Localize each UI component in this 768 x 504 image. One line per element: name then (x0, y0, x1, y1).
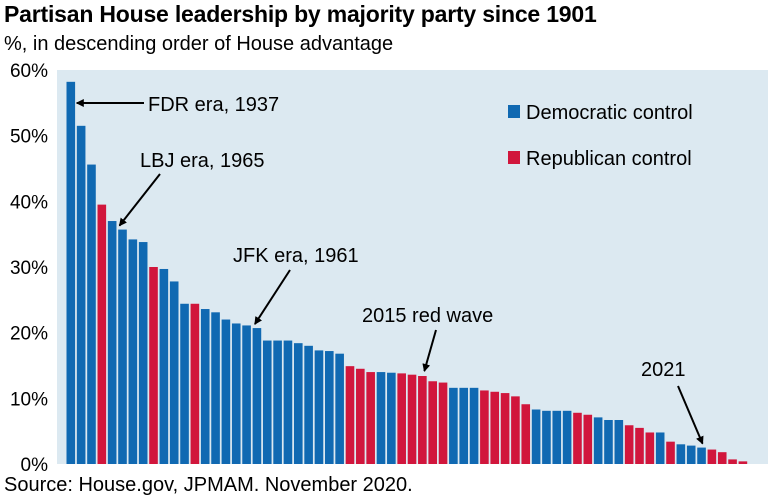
bar-democratic-control (376, 372, 386, 464)
bar-republican-control (728, 459, 737, 464)
bar-republican-control (345, 366, 355, 464)
bar-democratic-control (325, 351, 334, 464)
bar-democratic-control (304, 345, 313, 464)
bar-democratic-control (180, 303, 189, 464)
bar-republican-control (635, 427, 644, 464)
bar-democratic-control (449, 387, 458, 464)
bar-democratic-control (128, 239, 138, 464)
y-tick-label: 40% (10, 192, 48, 213)
y-axis: 0% 10% 20% 30% 40% 50% 60% (10, 61, 48, 476)
bar-republican-control (397, 373, 406, 464)
bar-republican-control (190, 303, 200, 464)
annotation-arrow (677, 385, 704, 445)
bar-democratic-control (107, 221, 117, 464)
bar-republican-control (366, 372, 375, 464)
bar-republican-control (521, 404, 531, 464)
bar-democratic-control (314, 350, 324, 464)
annotation-arrow (118, 173, 161, 227)
bar-republican-control (645, 432, 655, 464)
bar-democratic-control (76, 125, 86, 464)
bar-republican-control (480, 390, 489, 464)
y-tick-label: 0% (21, 455, 49, 476)
annotation-arrow (254, 269, 291, 325)
bar-democratic-control (87, 164, 96, 464)
bar-democratic-control (242, 325, 251, 464)
annotation-label: 2015 red wave (362, 305, 493, 327)
chart-subtitle: %, in descending order of House advantag… (4, 33, 394, 55)
annotation-label: FDR era, 1937 (148, 94, 279, 116)
bar-democratic-control (469, 387, 479, 464)
bar-republican-control (356, 368, 365, 464)
bar-democratic-control (614, 420, 624, 464)
bar-republican-control (149, 267, 158, 464)
bar-democratic-control (211, 312, 220, 464)
annotations: FDR era, 1937 LBJ era, 1965 JFK era, 1961 2… (75, 94, 704, 445)
bar-democratic-control (200, 309, 210, 464)
y-tick-label: 50% (10, 127, 48, 148)
bar-republican-control (624, 425, 634, 464)
annotation-arrow (422, 329, 437, 372)
bar-democratic-control (531, 409, 541, 464)
annotation-label: 2021 (641, 359, 686, 381)
source-note: Source: House.gov, JPMAM. November 2020. (4, 474, 413, 496)
bar-democratic-control (231, 323, 241, 464)
annotation-label: LBJ era, 1965 (140, 150, 265, 172)
legend-label: Democratic control (526, 102, 693, 124)
bar-democratic-control (552, 410, 562, 464)
annotation-label: JFK era, 1961 (233, 245, 359, 267)
bar-democratic-control (118, 229, 127, 464)
bar-democratic-control (686, 445, 696, 464)
bar-democratic-control (273, 340, 282, 464)
legend-label: Republican control (526, 148, 692, 170)
legend-swatch (508, 151, 520, 164)
bar-democratic-control (593, 417, 603, 464)
bar-democratic-control (387, 372, 396, 464)
bar-democratic-control (542, 410, 551, 464)
chart-title: Partisan House leadership by majority pa… (4, 1, 597, 27)
bar-republican-control (418, 376, 427, 464)
bar-democratic-control (562, 410, 572, 464)
bar-republican-control (428, 381, 437, 464)
bar-democratic-control (697, 447, 706, 464)
y-tick-label: 60% (10, 61, 48, 82)
bar-republican-control (97, 204, 107, 464)
bar-democratic-control (335, 353, 344, 464)
bar-democratic-control (262, 340, 272, 464)
bar-republican-control (583, 414, 593, 464)
bar-republican-control (717, 452, 727, 464)
y-tick-label: 30% (10, 258, 48, 279)
y-tick-label: 20% (10, 324, 48, 345)
bar-republican-control (490, 391, 500, 464)
legend-swatch (508, 105, 520, 118)
bar-democratic-control (283, 340, 293, 464)
bar-democratic-control (252, 328, 262, 464)
bar-democratic-control (655, 432, 665, 464)
bar-democratic-control (66, 81, 76, 464)
bar-republican-control (407, 374, 417, 464)
bar-democratic-control (293, 343, 303, 464)
bar-republican-control (573, 412, 582, 464)
bar-republican-control (438, 382, 448, 464)
legend: Democratic control Republican control (508, 102, 693, 170)
bar-democratic-control (459, 387, 469, 464)
bars (66, 81, 748, 464)
y-tick-label: 10% (10, 389, 48, 410)
bar-democratic-control (221, 319, 231, 464)
bar-democratic-control (169, 281, 179, 464)
bar-republican-control (666, 441, 675, 464)
bar-democratic-control (138, 242, 148, 464)
bar-democratic-control (159, 268, 169, 464)
bar-republican-control (500, 393, 510, 464)
bar-republican-control (511, 396, 520, 464)
bar-republican-control (738, 461, 748, 464)
bar-democratic-control (604, 420, 613, 464)
bar-republican-control (707, 449, 717, 464)
bar-democratic-control (676, 444, 686, 464)
